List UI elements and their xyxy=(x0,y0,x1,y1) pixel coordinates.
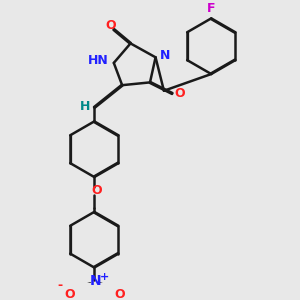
Text: HN: HN xyxy=(88,54,108,67)
Text: O: O xyxy=(64,287,75,300)
Text: +: + xyxy=(99,272,109,282)
Text: N: N xyxy=(90,274,101,289)
Text: N: N xyxy=(160,50,170,62)
Text: F: F xyxy=(207,2,215,15)
Text: O: O xyxy=(92,184,102,197)
Text: H: H xyxy=(80,100,90,112)
Text: -: - xyxy=(57,279,62,292)
Text: O: O xyxy=(174,87,184,100)
Text: O: O xyxy=(106,19,116,32)
Text: O: O xyxy=(114,287,125,300)
